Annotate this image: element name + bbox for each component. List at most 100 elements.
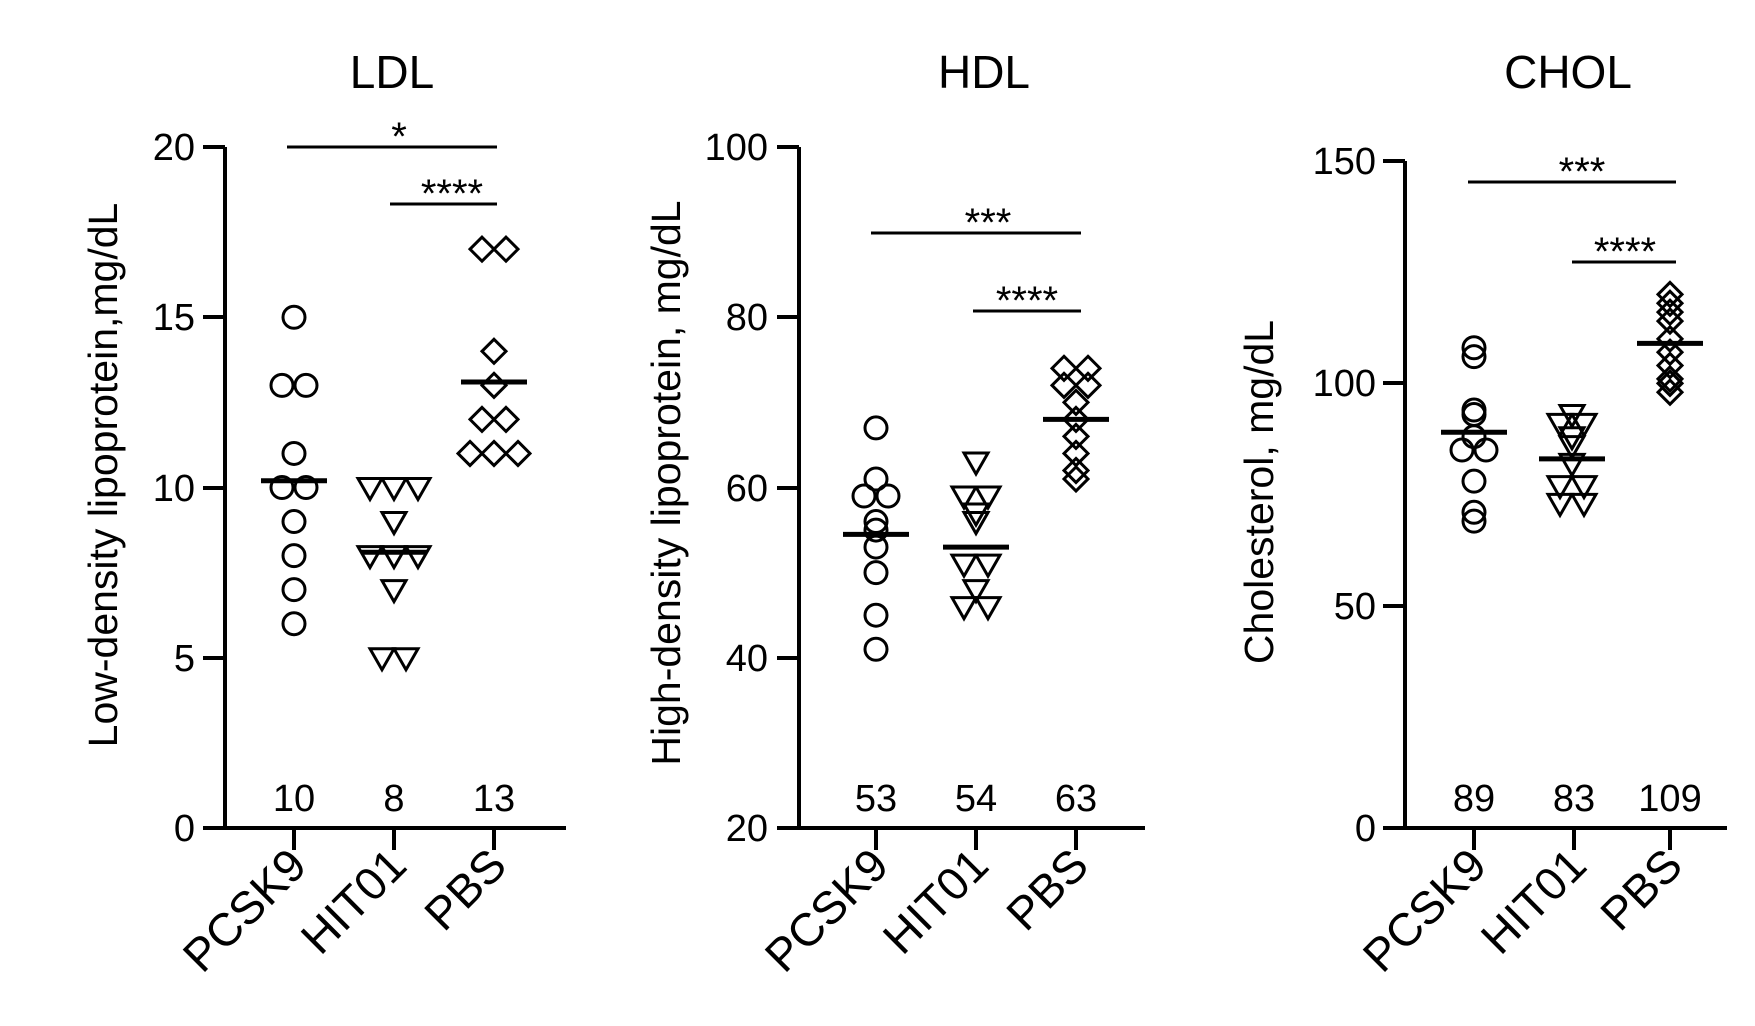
sig-label: *** <box>965 201 1012 245</box>
data-point-triangle <box>403 477 433 503</box>
data-point-circle <box>1461 468 1487 494</box>
ytick-2: 10 <box>153 468 225 510</box>
panel-title: CHOL <box>1504 46 1632 98</box>
ytick-0: 0 <box>174 808 225 850</box>
data-point-diamond <box>491 235 521 264</box>
ytick-2: 60 <box>726 468 799 510</box>
mean-label: 53 <box>855 778 897 820</box>
xtick-hit01: HIT01 <box>1471 828 1596 964</box>
data-point-triangle <box>961 511 991 537</box>
xtick-hit01: HIT01 <box>291 828 416 964</box>
data-point-triangle <box>355 545 385 571</box>
data-point-circle <box>851 483 877 509</box>
ytick-label: 100 <box>1313 363 1376 405</box>
data-point-circle <box>1461 508 1487 534</box>
data-point-diamond <box>1061 388 1091 417</box>
data-point-circle <box>1473 437 1499 463</box>
category-label: PCSK9 <box>755 838 898 981</box>
ytick-0: 20 <box>726 808 799 850</box>
points-hdl <box>843 354 1109 662</box>
data-point-triangle <box>379 511 409 537</box>
data-point-circle <box>281 577 307 603</box>
data-point-diamond <box>1655 324 1685 353</box>
data-point-diamond <box>1061 464 1091 494</box>
data-point-diamond <box>1655 351 1685 380</box>
panel-hdl: HDL High-density lipoprotein, mg/dL 20 4… <box>643 46 1145 982</box>
data-point-triangle <box>1545 475 1575 501</box>
ytick-4: 20 <box>153 127 225 169</box>
points-ldl <box>261 235 533 673</box>
category-label: PBS <box>1590 838 1692 940</box>
y-axis-label: High-density lipoprotein, mg/dL <box>643 200 689 765</box>
panel-chol: CHOL Cholesterol, mg/dL 0 50 100 150 PCS… <box>1236 46 1727 982</box>
ytick-label: 5 <box>174 638 195 680</box>
xtick-pcsk9: PCSK9 <box>173 828 316 982</box>
ytick-label: 20 <box>153 127 195 169</box>
ytick-label: 0 <box>1355 808 1376 850</box>
data-point-diamond <box>455 439 485 468</box>
ytick-1: 40 <box>726 638 799 680</box>
data-point-diamond <box>503 439 533 468</box>
data-point-diamond <box>1655 378 1685 407</box>
data-point-triangle <box>1545 492 1575 519</box>
data-point-triangle <box>379 477 409 503</box>
data-point-circle <box>1461 335 1487 361</box>
data-point-triangle <box>1557 435 1587 461</box>
data-point-triangle <box>961 502 991 529</box>
sig-label: **** <box>1594 230 1656 274</box>
panel-title: HDL <box>938 46 1030 98</box>
data-point-diamond <box>467 235 497 264</box>
data-point-triangle <box>973 485 1003 512</box>
mean-label: 83 <box>1553 778 1595 820</box>
data-point-circle <box>863 534 889 560</box>
data-point-triangle <box>1569 475 1599 501</box>
data-point-circle <box>1461 424 1487 450</box>
data-point-triangle <box>1557 452 1587 479</box>
data-point-circle <box>863 636 889 662</box>
data-point-triangle <box>391 647 421 673</box>
sig-label: * <box>391 115 407 159</box>
ytick-0: 0 <box>1355 808 1405 850</box>
sig-label: **** <box>421 172 483 216</box>
ytick-label: 40 <box>726 638 768 680</box>
xtick-pcsk9: PCSK9 <box>755 828 898 982</box>
data-point-circle <box>281 543 307 569</box>
data-point-triangle <box>403 545 433 571</box>
mean-label: 8 <box>383 778 404 820</box>
data-point-diamond <box>1655 369 1685 398</box>
data-point-circle <box>1461 499 1487 525</box>
data-point-diamond <box>491 405 521 434</box>
data-point-triangle <box>379 545 409 571</box>
data-point-diamond <box>1061 439 1091 468</box>
data-point-circle <box>281 304 307 330</box>
data-point-diamond <box>1049 354 1079 383</box>
ytick-label: 80 <box>726 297 768 339</box>
mean-label: 63 <box>1055 778 1097 820</box>
data-point-triangle <box>379 579 409 605</box>
ytick-label: 50 <box>1334 586 1376 628</box>
data-point-diamond <box>1655 338 1685 367</box>
y-axis-label: Cholesterol, mg/dL <box>1236 320 1282 664</box>
data-point-circle <box>281 440 307 466</box>
category-label: PCSK9 <box>1353 838 1496 981</box>
mean-label: 10 <box>273 778 315 820</box>
panel-title: LDL <box>350 46 434 98</box>
data-point-circle <box>281 509 307 535</box>
data-point-triangle <box>367 647 397 673</box>
data-point-circle <box>281 611 307 637</box>
mean-label: 109 <box>1638 778 1701 820</box>
data-point-triangle <box>961 451 991 477</box>
data-point-circle <box>863 415 889 441</box>
xtick-hit01: HIT01 <box>873 828 998 964</box>
data-point-circle <box>875 483 901 509</box>
data-point-triangle <box>973 596 1003 622</box>
data-point-triangle <box>1545 412 1575 439</box>
mean-label: 89 <box>1453 778 1495 820</box>
data-point-diamond <box>479 337 509 366</box>
data-point-diamond <box>1049 371 1079 400</box>
data-point-diamond <box>1655 306 1685 336</box>
category-label: HIT01 <box>1471 838 1596 963</box>
ytick-4: 100 <box>705 127 799 169</box>
data-point-circle <box>863 560 889 586</box>
data-point-circle <box>1449 437 1475 463</box>
